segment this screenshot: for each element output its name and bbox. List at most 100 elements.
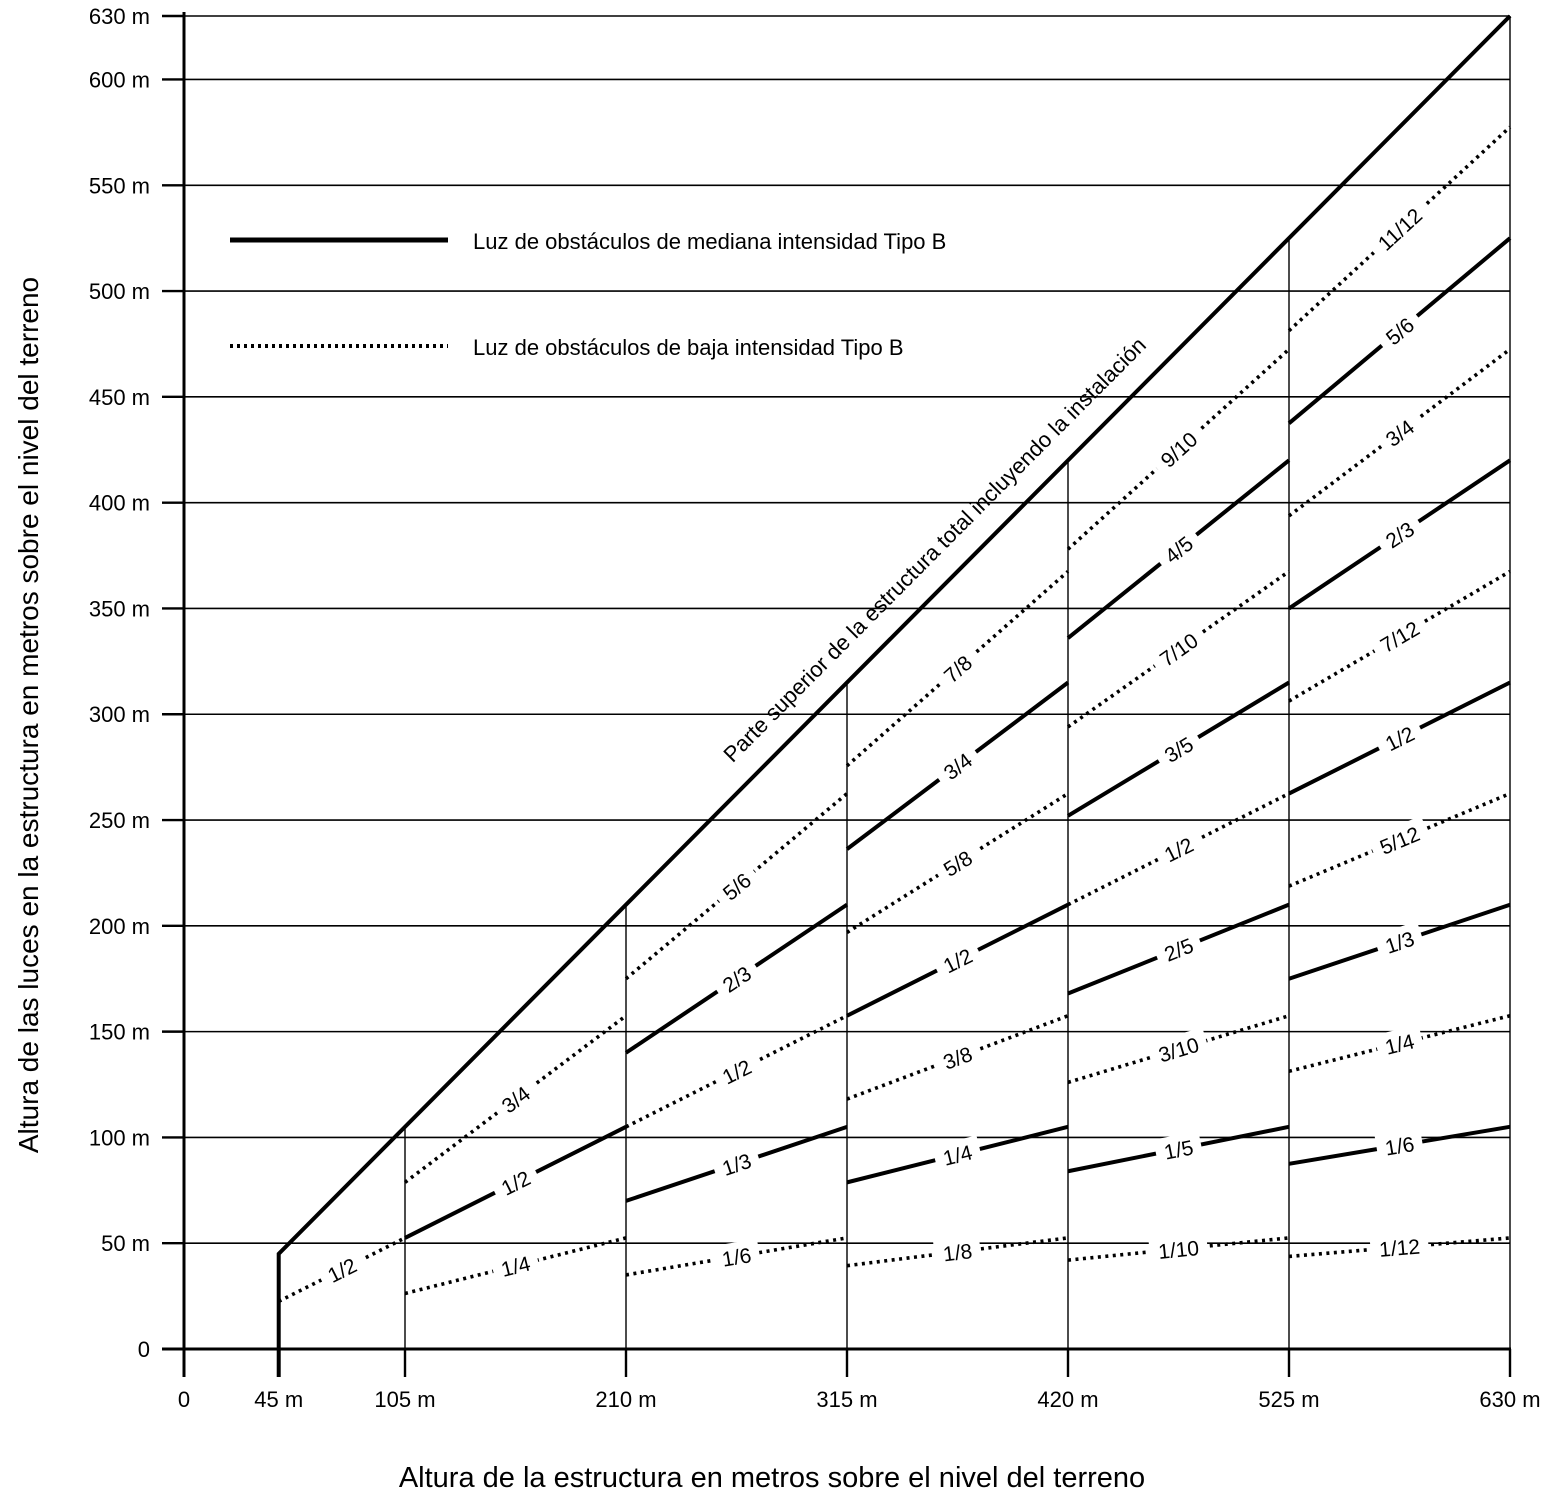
series-label-group: 1/5 xyxy=(1153,1130,1204,1168)
series-label-bg xyxy=(489,1246,542,1285)
series-line-9-10-16 xyxy=(1066,347,1291,551)
y-tick-label: 350 m xyxy=(89,596,150,621)
series-label-bg xyxy=(710,1143,763,1185)
series-label-bg xyxy=(488,1074,543,1125)
y-tick-label: 0 xyxy=(138,1337,150,1362)
y-tick-label: 400 m xyxy=(89,491,150,516)
series-line-5-12-31 xyxy=(1288,791,1511,888)
series-label-group: 3/4 xyxy=(1372,407,1427,458)
series-label-group: 4/5 xyxy=(1151,523,1206,575)
series-label-group: 1/2 xyxy=(315,1246,369,1293)
series-label-group: 1/6 xyxy=(711,1238,762,1275)
series-label-bg xyxy=(1153,1130,1204,1168)
y-tick-label: 200 m xyxy=(89,914,150,939)
series-label-bg xyxy=(1374,1127,1425,1163)
series-label-bg xyxy=(1146,1027,1211,1071)
series-label: 1/8 xyxy=(942,1240,974,1266)
series-label-bg xyxy=(931,1036,984,1079)
series-label-bg xyxy=(488,1159,543,1206)
tick-labels: 0 45 m 105 m 210 m 315 m 420 m 525 m 630 m 0 50 m… xyxy=(89,4,1541,1412)
series-label-bg xyxy=(1151,826,1206,872)
series-label: 1/6 xyxy=(720,1244,753,1272)
series-label-bg xyxy=(1151,523,1206,575)
series-label-bg xyxy=(1373,1024,1426,1063)
series-group xyxy=(276,14,1512,1377)
series-label-bg xyxy=(1372,715,1427,761)
y-tick-label: 100 m xyxy=(89,1125,150,1150)
series-label: 1/10 xyxy=(1157,1237,1200,1264)
y-axis-title: Altura de las luces en la estructura en … xyxy=(13,276,44,1154)
series-label-group: 11/12 xyxy=(1364,194,1435,263)
series-label-bg xyxy=(1146,621,1211,678)
series-label-bg xyxy=(1148,1232,1209,1266)
x-tick-label: 525 m xyxy=(1258,1387,1319,1412)
series-label-group: 2/5 xyxy=(1151,927,1206,971)
series-label-group: 3/4 xyxy=(930,740,985,791)
series-label-bg xyxy=(1372,407,1427,458)
series-label-group: 1/4 xyxy=(1373,1024,1426,1063)
series-label-group: 1/2 xyxy=(1151,826,1206,872)
series-label-group: 5/6 xyxy=(709,860,764,912)
series-label-group: 5/12 xyxy=(1367,815,1432,864)
x-tick-label: 315 m xyxy=(816,1387,877,1412)
legend: Luz de obstáculos de mediana intensidad … xyxy=(230,229,946,360)
x-axis-title: Altura de la estructura en metros sobre … xyxy=(398,1462,1146,1494)
series-label-group: 1/4 xyxy=(489,1246,542,1285)
series-label-group: 2/3 xyxy=(709,954,764,1004)
x-tick-label: 45 m xyxy=(254,1387,303,1412)
series-label-group: 3/4 xyxy=(488,1074,543,1125)
series-line-5-8-11 xyxy=(846,792,1069,934)
series-label-bg xyxy=(932,1235,983,1269)
legend-label: Luz de obstáculos de baja intensidad Tip… xyxy=(473,335,904,360)
series-label-group: 1/2 xyxy=(1372,715,1427,761)
y-tick-label: 300 m xyxy=(89,702,150,727)
x-tick-label: 105 m xyxy=(374,1387,435,1412)
series-label-bg xyxy=(931,1135,984,1174)
y-tick-label: 250 m xyxy=(89,808,150,833)
series-label: 3/10 xyxy=(1156,1034,1202,1068)
series-label-bg xyxy=(1367,609,1432,664)
series-label-bg xyxy=(1372,305,1427,357)
series-label-group: 1/12 xyxy=(1369,1230,1430,1264)
y-tick-label: 450 m xyxy=(89,385,150,410)
series-label-bg xyxy=(1367,815,1432,864)
series-label-group: 1/2 xyxy=(709,1048,764,1095)
series-label-bg xyxy=(709,1048,764,1095)
series-label-bg xyxy=(1147,419,1210,480)
series-label-bg xyxy=(1364,194,1435,263)
series-label-group: 1/3 xyxy=(1373,921,1426,963)
series-label-group: 7/12 xyxy=(1367,609,1432,664)
series-label-bg xyxy=(1151,725,1206,774)
series-label-group: 7/10 xyxy=(1146,621,1211,678)
legend-label: Luz de obstáculos de mediana intensidad … xyxy=(473,229,946,254)
series-label-bg xyxy=(1369,1230,1430,1264)
series-label-group: 3/5 xyxy=(1151,725,1206,774)
y-tick-label: 500 m xyxy=(89,279,150,304)
series-label-bg xyxy=(930,838,985,888)
axes xyxy=(162,12,1512,1377)
series-label-bg xyxy=(709,860,764,912)
structure-top-line xyxy=(276,14,1512,1377)
x-tick-label: 630 m xyxy=(1479,1387,1540,1412)
series-label-group: 1/4 xyxy=(931,1135,984,1174)
series-label-group: 1/3 xyxy=(710,1143,763,1185)
series-line-1-2-0 xyxy=(277,1236,406,1304)
series-label-group: 3/10 xyxy=(1146,1027,1211,1071)
y-tick-label: 600 m xyxy=(89,67,150,92)
series-label-group: 2/3 xyxy=(1372,509,1427,559)
series-label-group: 5/8 xyxy=(930,838,985,888)
series-label-bg xyxy=(930,642,985,695)
series-label-bg xyxy=(315,1246,369,1293)
series-label-group: 1/2 xyxy=(488,1159,543,1206)
y-tick-label: 630 m xyxy=(89,4,150,29)
series-label-group: 1/8 xyxy=(932,1235,983,1269)
series-label-group: 9/10 xyxy=(1147,419,1210,480)
series-label-bg xyxy=(1373,921,1426,963)
series-label-bg xyxy=(930,937,985,984)
series-label-group: 1/2 xyxy=(930,937,985,984)
x-tick-label: 210 m xyxy=(595,1387,656,1412)
x-tick-label: 420 m xyxy=(1037,1387,1098,1412)
y-tick-label: 550 m xyxy=(89,173,150,198)
y-tick-label: 50 m xyxy=(101,1231,150,1256)
